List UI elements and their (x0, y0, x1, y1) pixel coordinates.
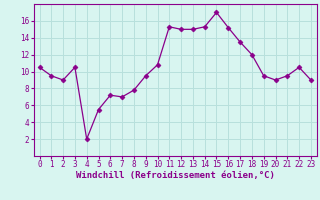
X-axis label: Windchill (Refroidissement éolien,°C): Windchill (Refroidissement éolien,°C) (76, 171, 275, 180)
